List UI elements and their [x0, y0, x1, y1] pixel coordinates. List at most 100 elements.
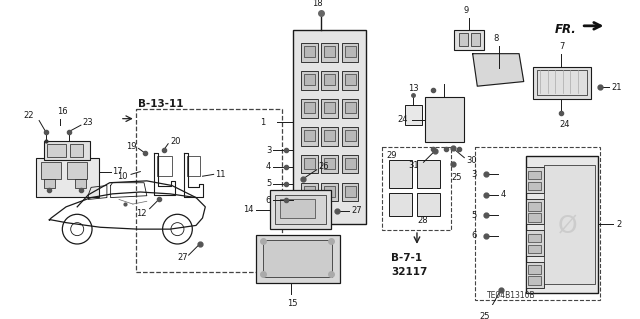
- Bar: [324, 46, 335, 57]
- Text: 28: 28: [417, 216, 428, 225]
- Bar: [324, 186, 335, 197]
- Bar: [529, 171, 541, 179]
- Bar: [136, 109, 282, 272]
- Text: 5: 5: [266, 179, 271, 188]
- Bar: [294, 30, 366, 225]
- Bar: [342, 183, 358, 201]
- Text: 12: 12: [136, 209, 146, 218]
- Text: 6: 6: [266, 196, 271, 205]
- Bar: [324, 74, 335, 85]
- Text: 19: 19: [126, 142, 137, 151]
- Text: 17: 17: [113, 167, 123, 176]
- Bar: [342, 71, 358, 90]
- Bar: [529, 245, 541, 253]
- Bar: [324, 102, 335, 113]
- Bar: [263, 240, 333, 278]
- Text: 22: 22: [23, 111, 34, 120]
- Bar: [321, 183, 338, 201]
- Bar: [41, 162, 61, 179]
- Text: 1: 1: [260, 118, 266, 127]
- Bar: [321, 127, 338, 145]
- Text: 27: 27: [177, 253, 188, 263]
- Text: 4: 4: [266, 162, 271, 171]
- Text: 14: 14: [243, 205, 253, 214]
- Text: 6: 6: [471, 231, 476, 240]
- Bar: [44, 179, 55, 188]
- Text: 7: 7: [559, 42, 564, 51]
- Bar: [275, 195, 326, 225]
- Bar: [301, 155, 317, 174]
- Text: 8: 8: [493, 34, 499, 43]
- Text: 13: 13: [408, 85, 419, 93]
- Bar: [426, 97, 464, 142]
- Bar: [344, 158, 356, 169]
- Bar: [321, 99, 338, 118]
- Bar: [270, 190, 331, 229]
- Bar: [67, 162, 88, 179]
- Bar: [471, 33, 480, 46]
- Bar: [529, 234, 541, 242]
- Text: 10: 10: [117, 172, 127, 181]
- Bar: [417, 160, 440, 188]
- Text: 3: 3: [266, 146, 271, 155]
- Bar: [525, 167, 544, 193]
- Bar: [454, 30, 484, 50]
- Bar: [417, 193, 440, 216]
- Bar: [529, 182, 541, 190]
- Bar: [321, 155, 338, 174]
- Text: 31: 31: [408, 160, 419, 170]
- Bar: [301, 99, 317, 118]
- Bar: [321, 71, 338, 90]
- Polygon shape: [473, 54, 524, 86]
- Text: 30: 30: [466, 156, 477, 165]
- Bar: [304, 102, 315, 113]
- Bar: [76, 179, 86, 188]
- Text: 11: 11: [216, 170, 226, 179]
- Bar: [342, 43, 358, 62]
- Bar: [301, 183, 317, 201]
- Text: TE04B1310B: TE04B1310B: [487, 291, 536, 300]
- Bar: [344, 74, 356, 85]
- Bar: [187, 156, 200, 176]
- Bar: [304, 46, 315, 57]
- Bar: [47, 144, 66, 157]
- Bar: [529, 213, 541, 222]
- Bar: [280, 199, 315, 218]
- Bar: [342, 155, 358, 174]
- Bar: [344, 130, 356, 141]
- Bar: [157, 156, 172, 176]
- Bar: [344, 186, 356, 197]
- Text: 21: 21: [611, 83, 621, 92]
- Text: 15: 15: [287, 299, 298, 308]
- Bar: [525, 262, 544, 288]
- Bar: [301, 127, 317, 145]
- Text: FR.: FR.: [555, 23, 577, 36]
- Text: 18: 18: [312, 0, 323, 8]
- Bar: [389, 160, 412, 188]
- Bar: [474, 146, 600, 300]
- Bar: [525, 230, 544, 256]
- Bar: [36, 158, 99, 197]
- Text: 16: 16: [57, 107, 67, 116]
- Bar: [304, 186, 315, 197]
- Text: Ø: Ø: [557, 213, 577, 237]
- Text: 23: 23: [83, 118, 93, 127]
- Text: 27: 27: [351, 206, 362, 215]
- Bar: [304, 158, 315, 169]
- Bar: [324, 130, 335, 141]
- Text: 9: 9: [463, 6, 468, 16]
- Bar: [533, 67, 591, 99]
- Bar: [344, 46, 356, 57]
- Bar: [301, 71, 317, 90]
- Text: 24: 24: [559, 120, 570, 129]
- Bar: [525, 198, 544, 225]
- Bar: [301, 43, 317, 62]
- Bar: [44, 141, 90, 160]
- Bar: [342, 127, 358, 145]
- Text: 26: 26: [319, 161, 329, 171]
- Bar: [321, 43, 338, 62]
- Text: 2: 2: [616, 220, 622, 229]
- Text: 4: 4: [500, 190, 506, 199]
- Bar: [459, 33, 468, 46]
- Text: 25: 25: [451, 173, 462, 182]
